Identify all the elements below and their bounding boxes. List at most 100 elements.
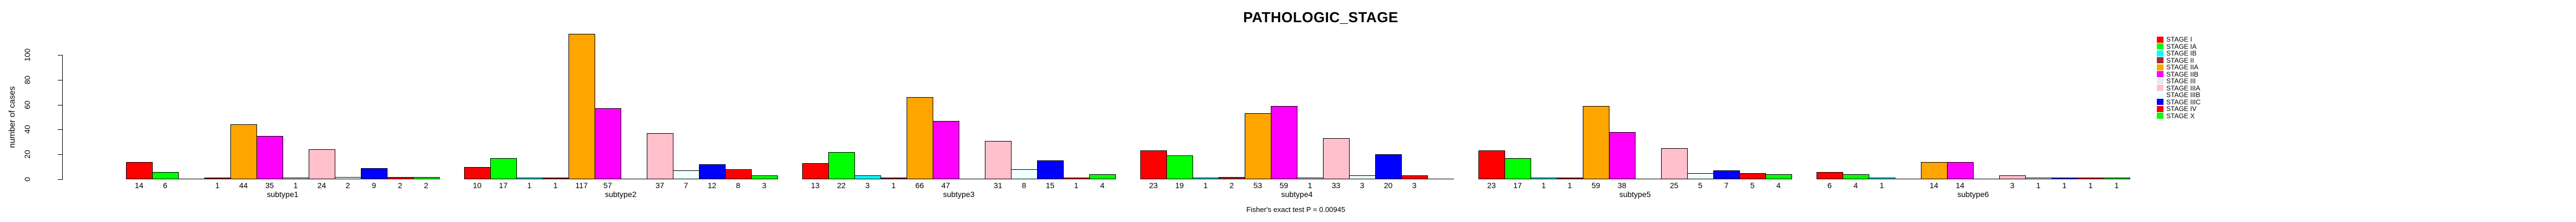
legend-swatch [2157, 71, 2164, 77]
legend-item-stage-i: STAGE I [2157, 36, 2192, 43]
bar-stage-iiia [985, 141, 1012, 179]
y-tick-mark [58, 154, 62, 155]
bar-count-label: 17 [499, 181, 508, 190]
bar-count-label: 37 [655, 181, 665, 190]
panel-label-subtype4: subtype4 [1281, 190, 1313, 199]
bar-stage-ib [516, 178, 543, 179]
legend-swatch [2157, 43, 2164, 49]
bar-count-label: 1 [2062, 181, 2067, 190]
bar-count-label: 20 [1383, 181, 1393, 190]
legend-item-stage-iiib: STAGE IIIB [2157, 92, 2200, 98]
bar-count-label: 19 [1175, 181, 1184, 190]
bar-count-label: 1 [1567, 181, 1572, 190]
bar-stage-ii [542, 178, 569, 179]
legend-label: STAGE III [2166, 77, 2196, 85]
y-tick-label: 80 [23, 75, 32, 84]
panel-label-subtype6: subtype6 [1957, 190, 1989, 199]
bar-count-label: 35 [265, 181, 274, 190]
legend-label: STAGE IIIB [2166, 91, 2201, 99]
legend-label: STAGE I [2166, 36, 2192, 43]
y-tick-mark [58, 55, 62, 56]
legend-label: STAGE IIIA [2166, 84, 2201, 92]
bar-count-label: 2 [398, 181, 402, 190]
legend-item-stage-iib: STAGE IIB [2157, 71, 2198, 78]
bar-count-label: 13 [811, 181, 820, 190]
bar-count-label: 38 [1617, 181, 1627, 190]
bar-stage-ib [1193, 178, 1219, 179]
bar-count-label: 1 [2114, 181, 2119, 190]
bar-stage-iiib [335, 177, 361, 179]
bar-stage-iiia [1323, 138, 1350, 179]
bar-count-label: 1 [1074, 181, 1079, 190]
legend-swatch [2157, 36, 2164, 43]
bar-stage-iia [230, 124, 257, 179]
bar-stage-ia [1843, 174, 1869, 179]
bar-stage-iv [1401, 175, 1428, 179]
bar-stage-iib [1947, 162, 1974, 179]
bar-stage-iv [2077, 178, 2104, 179]
bar-stage-i [464, 167, 491, 179]
bar-stage-iib [595, 108, 621, 179]
bar-count-label: 44 [239, 181, 248, 190]
legend-label: STAGE IIIC [2166, 98, 2201, 106]
bar-stage-iiia [647, 133, 673, 179]
bar-count-label: 2 [345, 181, 350, 190]
bar-count-label: 3 [865, 181, 870, 190]
legend-item-stage-ib: STAGE IB [2157, 50, 2196, 57]
bar-stage-iiib [1687, 173, 1714, 179]
bar-stage-i [1817, 172, 1843, 179]
bar-stage-ia [152, 172, 179, 179]
y-tick-label: 60 [23, 100, 32, 109]
bar-count-label: 2 [1229, 181, 1234, 190]
bar-stage-iiic [1713, 170, 1740, 179]
legend-label: STAGE IB [2166, 49, 2197, 57]
y-tick-label: 40 [23, 125, 32, 134]
panel-label-subtype3: subtype3 [943, 190, 975, 199]
legend-label: STAGE IIA [2166, 63, 2198, 71]
bar-count-label: 1 [891, 181, 896, 190]
bar-stage-iiib [673, 170, 700, 179]
bar-count-label: 4 [1100, 181, 1105, 190]
bar-count-label: 57 [603, 181, 612, 190]
bar-stage-iiib [2025, 178, 2052, 179]
bar-count-label: 3 [1412, 181, 1417, 190]
bar-count-label: 8 [736, 181, 741, 190]
bar-stage-ii [204, 178, 231, 179]
bar-stage-iiia [1661, 148, 1688, 179]
bar-stage-ib [1869, 178, 1895, 179]
bar-count-label: 25 [1669, 181, 1679, 190]
bar-stage-iiic [2051, 178, 2078, 179]
bar-count-label: 1 [2088, 181, 2093, 190]
bar-stage-x [1765, 174, 1792, 179]
legend-swatch [2157, 57, 2164, 63]
bar-count-label: 14 [134, 181, 144, 190]
bar-count-label: 33 [1331, 181, 1341, 190]
legend-swatch [2157, 78, 2164, 84]
legend-item-stage-iiic: STAGE IIIC [2157, 99, 2201, 105]
bar-stage-ia [1166, 155, 1193, 179]
bar-stage-iiic [1375, 154, 1402, 179]
bar-stage-ib [1531, 178, 1557, 179]
bar-stage-iv [387, 177, 414, 179]
legend-label: STAGE X [2166, 112, 2195, 120]
bar-stage-iiib [1349, 175, 1376, 179]
bar-count-label: 1 [553, 181, 558, 190]
bar-count-label: 1 [215, 181, 220, 190]
bar-count-label: 1 [1879, 181, 1884, 190]
bar-stage-iib [933, 121, 959, 179]
bar-count-label: 6 [1827, 181, 1832, 190]
bar-stage-iia [1921, 162, 1948, 179]
legend-item-stage-x: STAGE X [2157, 113, 2195, 119]
bar-stage-iib [256, 136, 283, 179]
legend-label: STAGE II [2166, 56, 2194, 64]
bar-count-label: 3 [1360, 181, 1365, 190]
bar-stage-iv [725, 169, 752, 179]
y-tick-label: 100 [23, 48, 32, 62]
bar-count-label: 3 [762, 181, 767, 190]
bar-count-label: 47 [941, 181, 950, 190]
legend-swatch [2157, 105, 2164, 112]
bar-stage-i [126, 162, 153, 179]
legend-swatch [2157, 113, 2164, 119]
legend-item-stage-iiia: STAGE IIIA [2157, 85, 2200, 92]
